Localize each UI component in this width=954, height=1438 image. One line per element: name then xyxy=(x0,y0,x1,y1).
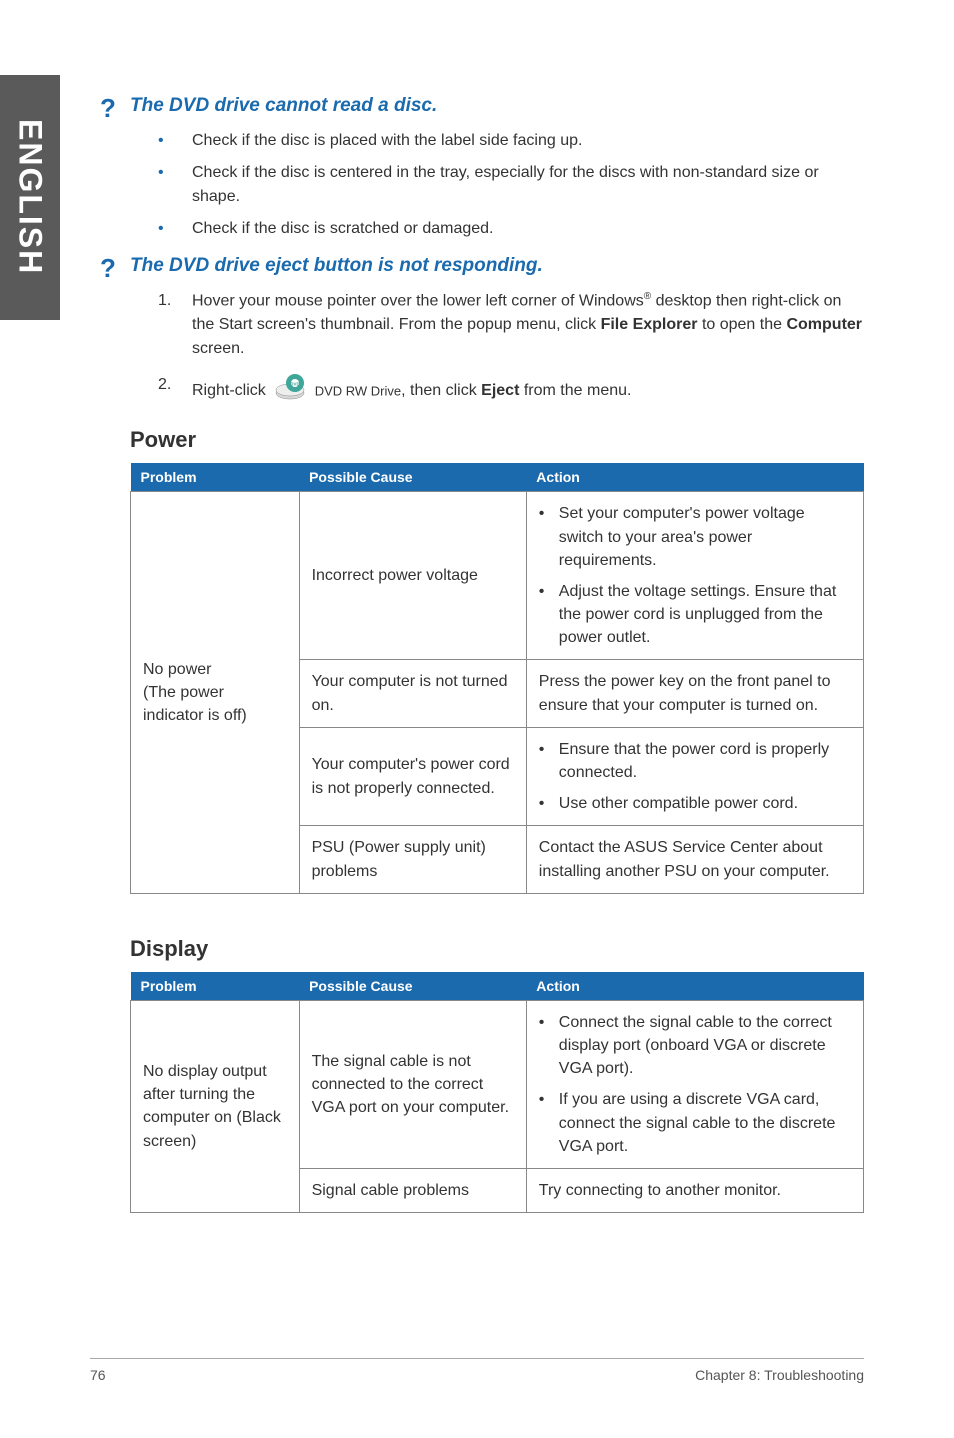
faq1-bullets: Check if the disc is placed with the lab… xyxy=(158,129,864,241)
table-header-row: Problem Possible Cause Action xyxy=(131,972,864,1001)
col-header-cause: Possible Cause xyxy=(299,972,526,1001)
power-cause-cell: PSU (Power supply unit) problems xyxy=(299,826,526,893)
step2-text-b: , then click xyxy=(401,383,481,400)
power-table: Problem Possible Cause Action No power (… xyxy=(130,463,864,893)
action-item: Set your computer's power voltage switch… xyxy=(539,502,851,572)
question-mark-icon: ? xyxy=(100,253,116,284)
action-item: Ensure that the power cord is properly c… xyxy=(539,738,851,784)
step-number: 2. xyxy=(158,373,171,397)
language-tab: ENGLISH xyxy=(0,75,60,320)
power-problem-cell: No power (The power indicator is off) xyxy=(131,492,300,893)
faq1-bullet: Check if the disc is placed with the lab… xyxy=(158,129,864,153)
action-item: Adjust the voltage settings. Ensure that… xyxy=(539,580,851,650)
display-cause-cell: The signal cable is not connected to the… xyxy=(299,1000,526,1168)
faq1-title: The DVD drive cannot read a disc. xyxy=(130,95,864,117)
col-header-cause: Possible Cause xyxy=(299,463,526,492)
step2-text-c: from the menu. xyxy=(519,383,631,400)
faq2-steps: 1. Hover your mouse pointer over the low… xyxy=(158,289,864,409)
display-problem-cell: No display output after turning the comp… xyxy=(131,1000,300,1212)
step-number: 1. xyxy=(158,289,171,313)
action-item: Connect the signal cable to the correct … xyxy=(539,1011,851,1081)
step1-text-c: to open the xyxy=(698,316,787,333)
step2-eject: Eject xyxy=(481,383,519,400)
step2-text-a: Right-click xyxy=(192,383,270,400)
display-action-cell: Try connecting to another monitor. xyxy=(526,1168,863,1212)
svg-text:DVD: DVD xyxy=(290,382,300,387)
action-item: If you are using a discrete VGA card, co… xyxy=(539,1088,851,1158)
col-header-action: Action xyxy=(526,972,863,1001)
faq1-bullet: Check if the disc is centered in the tra… xyxy=(158,161,864,209)
faq2-step1: 1. Hover your mouse pointer over the low… xyxy=(158,289,864,361)
col-header-problem: Problem xyxy=(131,972,300,1001)
power-action-cell: Contact the ASUS Service Center about in… xyxy=(526,826,863,893)
display-cause-cell: Signal cable problems xyxy=(299,1168,526,1212)
power-cause-cell: Incorrect power voltage xyxy=(299,492,526,660)
page-content: ? The DVD drive cannot read a disc. Chec… xyxy=(0,0,954,1213)
power-action-cell: Ensure that the power cord is properly c… xyxy=(526,727,863,826)
display-heading: Display xyxy=(130,936,864,962)
display-table: Problem Possible Cause Action No display… xyxy=(130,972,864,1213)
page-footer: 76 Chapter 8: Troubleshooting xyxy=(90,1358,864,1383)
faq-block-1: ? The DVD drive cannot read a disc. Chec… xyxy=(130,95,864,241)
table-row: No display output after turning the comp… xyxy=(131,1000,864,1168)
power-action-cell: Press the power key on the front panel t… xyxy=(526,660,863,727)
question-mark-icon: ? xyxy=(100,93,116,124)
power-heading: Power xyxy=(130,427,864,453)
faq2-title: The DVD drive eject button is not respon… xyxy=(130,255,864,277)
power-cause-cell: Your computer is not turned on. xyxy=(299,660,526,727)
power-cause-cell: Your computer's power cord is not proper… xyxy=(299,727,526,826)
col-header-problem: Problem xyxy=(131,463,300,492)
col-header-action: Action xyxy=(526,463,863,492)
faq-block-2: ? The DVD drive eject button is not resp… xyxy=(130,255,864,409)
power-action-cell: Set your computer's power voltage switch… xyxy=(526,492,863,660)
step1-file-explorer: File Explorer xyxy=(601,316,698,333)
dvd-drive-icon: DVD xyxy=(274,373,306,409)
page-number: 76 xyxy=(90,1367,106,1383)
action-item: Use other compatible power cord. xyxy=(539,792,851,815)
faq2-step2: 2. Right-click DVD DVD RW Drive, then cl… xyxy=(158,373,864,409)
table-row: No power (The power indicator is off) In… xyxy=(131,492,864,660)
step1-text-d: screen. xyxy=(192,340,244,357)
dvd-drive-label: DVD RW Drive xyxy=(315,384,401,399)
chapter-label: Chapter 8: Troubleshooting xyxy=(695,1367,864,1383)
faq1-bullet: Check if the disc is scratched or damage… xyxy=(158,217,864,241)
step1-computer: Computer xyxy=(786,316,862,333)
display-action-cell: Connect the signal cable to the correct … xyxy=(526,1000,863,1168)
table-header-row: Problem Possible Cause Action xyxy=(131,463,864,492)
step1-text-a: Hover your mouse pointer over the lower … xyxy=(192,292,644,309)
